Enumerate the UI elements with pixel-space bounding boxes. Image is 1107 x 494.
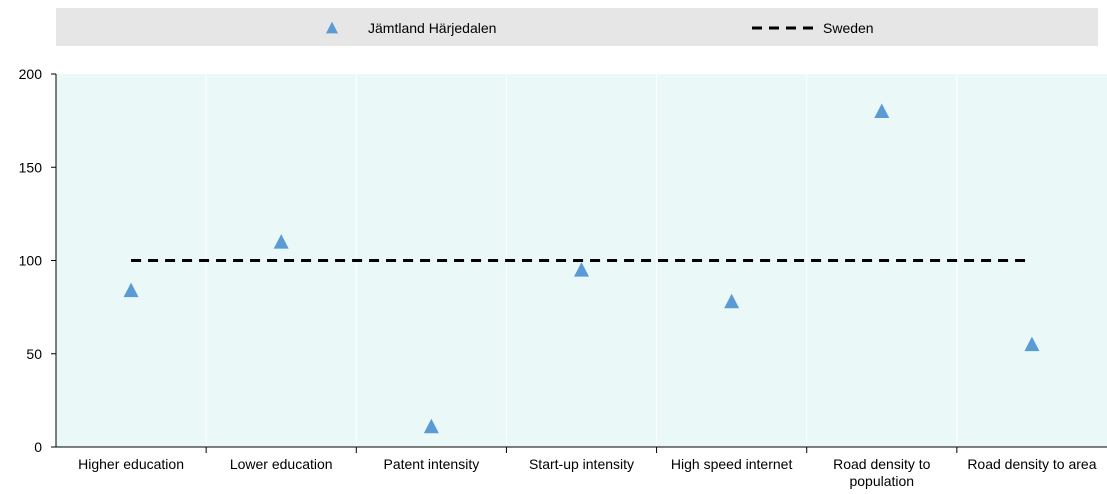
data-point-triangle — [724, 293, 740, 309]
data-point-triangle — [123, 282, 139, 298]
y-tick-label: 200 — [19, 66, 43, 82]
axes: 0 50 100 150 200 Higher education Lower educat… — [19, 66, 1107, 489]
x-category-label: Road density to area — [967, 456, 1096, 472]
legend-marker-triangle — [326, 21, 338, 34]
x-category-label-line: Patent intensity — [383, 456, 479, 472]
series-layer — [123, 103, 1040, 434]
x-category-label: Patent intensity — [383, 456, 479, 472]
x-category-label: Higher education — [78, 456, 184, 472]
x-category-label-line: Lower education — [230, 456, 333, 472]
legend-label: Sweden — [823, 20, 874, 36]
x-category-label: High speed internet — [671, 456, 793, 472]
x-category-label: Road density to population — [833, 456, 930, 489]
x-category-label: Lower education — [230, 456, 333, 472]
data-point-triangle — [423, 418, 439, 434]
y-tick-label: 50 — [26, 346, 42, 362]
y-tick-label: 0 — [34, 439, 42, 455]
data-point-triangle — [874, 103, 890, 119]
x-category-label-line: Road density to — [833, 456, 930, 472]
y-tick-label: 100 — [19, 253, 43, 269]
x-category-label-line: Road density to area — [967, 456, 1096, 472]
x-category-label-line: High speed internet — [671, 456, 793, 472]
data-point-triangle — [273, 234, 289, 249]
x-category-label-line: population — [849, 473, 914, 489]
x-category-label: Start-up intensity — [529, 456, 634, 472]
legend-box — [56, 8, 1098, 46]
x-category-label-line: Higher education — [78, 456, 184, 472]
y-tick-label: 150 — [19, 159, 43, 175]
data-point-triangle — [574, 262, 589, 277]
x-category-label-line: Start-up intensity — [529, 456, 634, 472]
legend-label: Jämtland Härjedalen — [368, 20, 496, 36]
data-point-triangle — [1024, 336, 1040, 352]
legend: Jämtland Härjedalen Sweden — [326, 20, 874, 36]
